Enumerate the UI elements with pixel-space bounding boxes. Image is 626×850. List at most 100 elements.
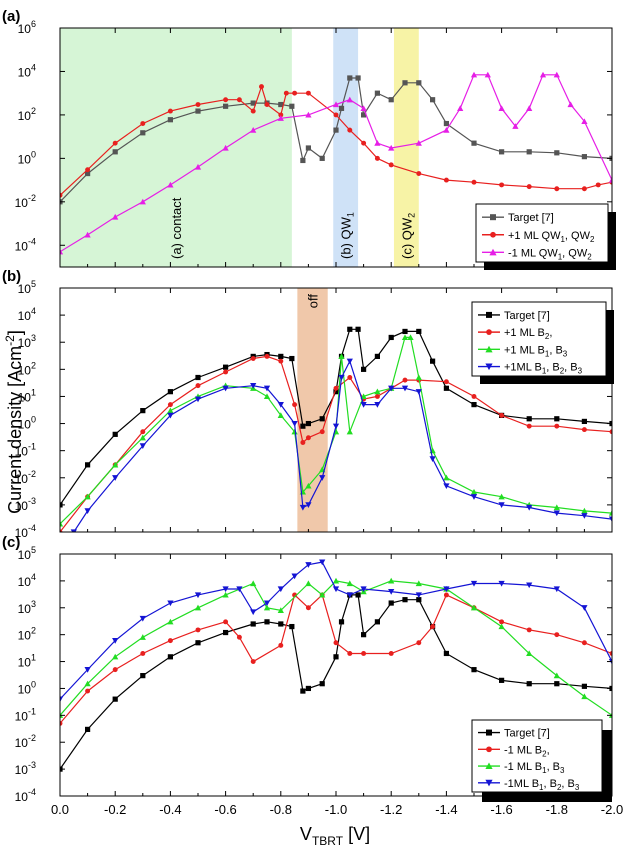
legend-label-part: 3 — [578, 367, 583, 376]
data-point — [277, 115, 284, 121]
data-point — [319, 416, 325, 422]
region-label-text: (a) contact — [169, 197, 184, 259]
data-point — [194, 592, 202, 599]
y-tick-exp: 1 — [31, 653, 36, 663]
data-point — [388, 577, 395, 584]
data-point — [443, 126, 450, 133]
y-tick-label: 10-4 — [15, 787, 36, 804]
data-point — [250, 126, 257, 133]
data-point — [85, 688, 91, 694]
region-label-sub: 1 — [346, 212, 356, 217]
data-point — [498, 580, 505, 587]
data-point — [430, 358, 436, 364]
data-point — [498, 623, 505, 630]
data-point — [388, 588, 395, 595]
data-point — [346, 592, 353, 599]
legend-label-part: -1 ML QW — [508, 247, 558, 259]
legend-label-part: , B — [544, 778, 557, 790]
data-point — [416, 597, 422, 603]
y-tick-base: 10 — [15, 763, 29, 777]
region-label: off — [306, 294, 321, 309]
data-point — [374, 388, 381, 395]
y-tick-base: 10 — [15, 445, 29, 459]
y-tick-label: 102 — [18, 106, 36, 123]
data-point — [291, 428, 298, 435]
y-tick-label: 103 — [18, 599, 36, 616]
data-point — [526, 416, 532, 422]
legend-label-part: 1 — [558, 252, 563, 261]
data-point — [333, 640, 339, 646]
legend-label: +1 ML B1, B3 — [504, 344, 568, 358]
data-point — [526, 149, 532, 155]
data-point — [338, 353, 345, 359]
data-point — [139, 443, 146, 450]
data-point — [581, 154, 587, 160]
data-point — [347, 650, 353, 656]
y-axis-label: Current density [Acm-2] — [3, 330, 25, 514]
data-point — [289, 103, 295, 109]
data-point — [305, 90, 311, 96]
data-point — [57, 538, 63, 544]
data-point — [84, 493, 91, 500]
data-point — [471, 402, 477, 408]
data-point — [443, 120, 449, 127]
data-point — [84, 667, 91, 673]
data-point — [167, 402, 173, 408]
data-point — [319, 475, 326, 481]
data-point — [355, 326, 361, 332]
legend-label-part: 3 — [560, 766, 565, 775]
data-point — [346, 96, 353, 103]
data-point — [140, 121, 146, 127]
x-axis-label: VTBRT [V] — [300, 824, 370, 848]
data-point — [499, 182, 505, 188]
y-tick-base: 10 — [18, 548, 32, 562]
data-point — [277, 412, 284, 418]
data-point — [526, 650, 533, 657]
legend: Target [7]+1 ML QW1, QW2-1 ML QW1, QW2 — [475, 203, 616, 270]
data-point — [346, 428, 353, 435]
data-point — [553, 510, 560, 517]
data-point — [222, 591, 229, 598]
data-point — [402, 597, 408, 603]
data-point — [333, 389, 339, 395]
data-point — [140, 673, 146, 679]
data-point — [333, 112, 339, 118]
legend-label-part: , B — [561, 778, 574, 790]
data-point — [283, 90, 289, 96]
y-tick-exp: 0 — [31, 149, 36, 159]
data-point — [554, 681, 560, 687]
series-line — [60, 74, 612, 253]
legend-label: Target [7] — [508, 212, 554, 224]
data-point — [457, 105, 464, 111]
data-point — [291, 573, 298, 580]
data-point — [167, 618, 174, 625]
data-point — [278, 642, 284, 648]
data-point — [554, 423, 560, 429]
legend-label-part: , B — [547, 761, 560, 773]
data-point — [140, 429, 146, 435]
y-tick-exp: -3 — [28, 496, 36, 506]
data-point — [278, 112, 284, 118]
data-point — [300, 688, 306, 694]
data-point — [470, 488, 478, 495]
data-point — [289, 623, 295, 630]
data-point — [112, 653, 119, 660]
y-tick-label: 101 — [18, 387, 36, 404]
y-tick-exp: 5 — [31, 279, 36, 289]
data-point — [167, 389, 173, 395]
data-point — [402, 328, 408, 335]
series-line — [60, 593, 612, 724]
data-point — [360, 402, 367, 408]
legend-label-part: 2 — [557, 783, 562, 792]
data-point — [305, 685, 311, 692]
data-point — [416, 80, 422, 86]
series-line — [60, 561, 612, 700]
panel-label: (a) — [2, 8, 20, 25]
data-point — [485, 762, 493, 770]
data-point — [300, 423, 306, 429]
data-point — [85, 170, 91, 177]
shaded-region — [333, 28, 359, 267]
data-point — [346, 358, 353, 365]
y-tick-exp: 5 — [31, 545, 36, 555]
data-point — [84, 508, 91, 515]
